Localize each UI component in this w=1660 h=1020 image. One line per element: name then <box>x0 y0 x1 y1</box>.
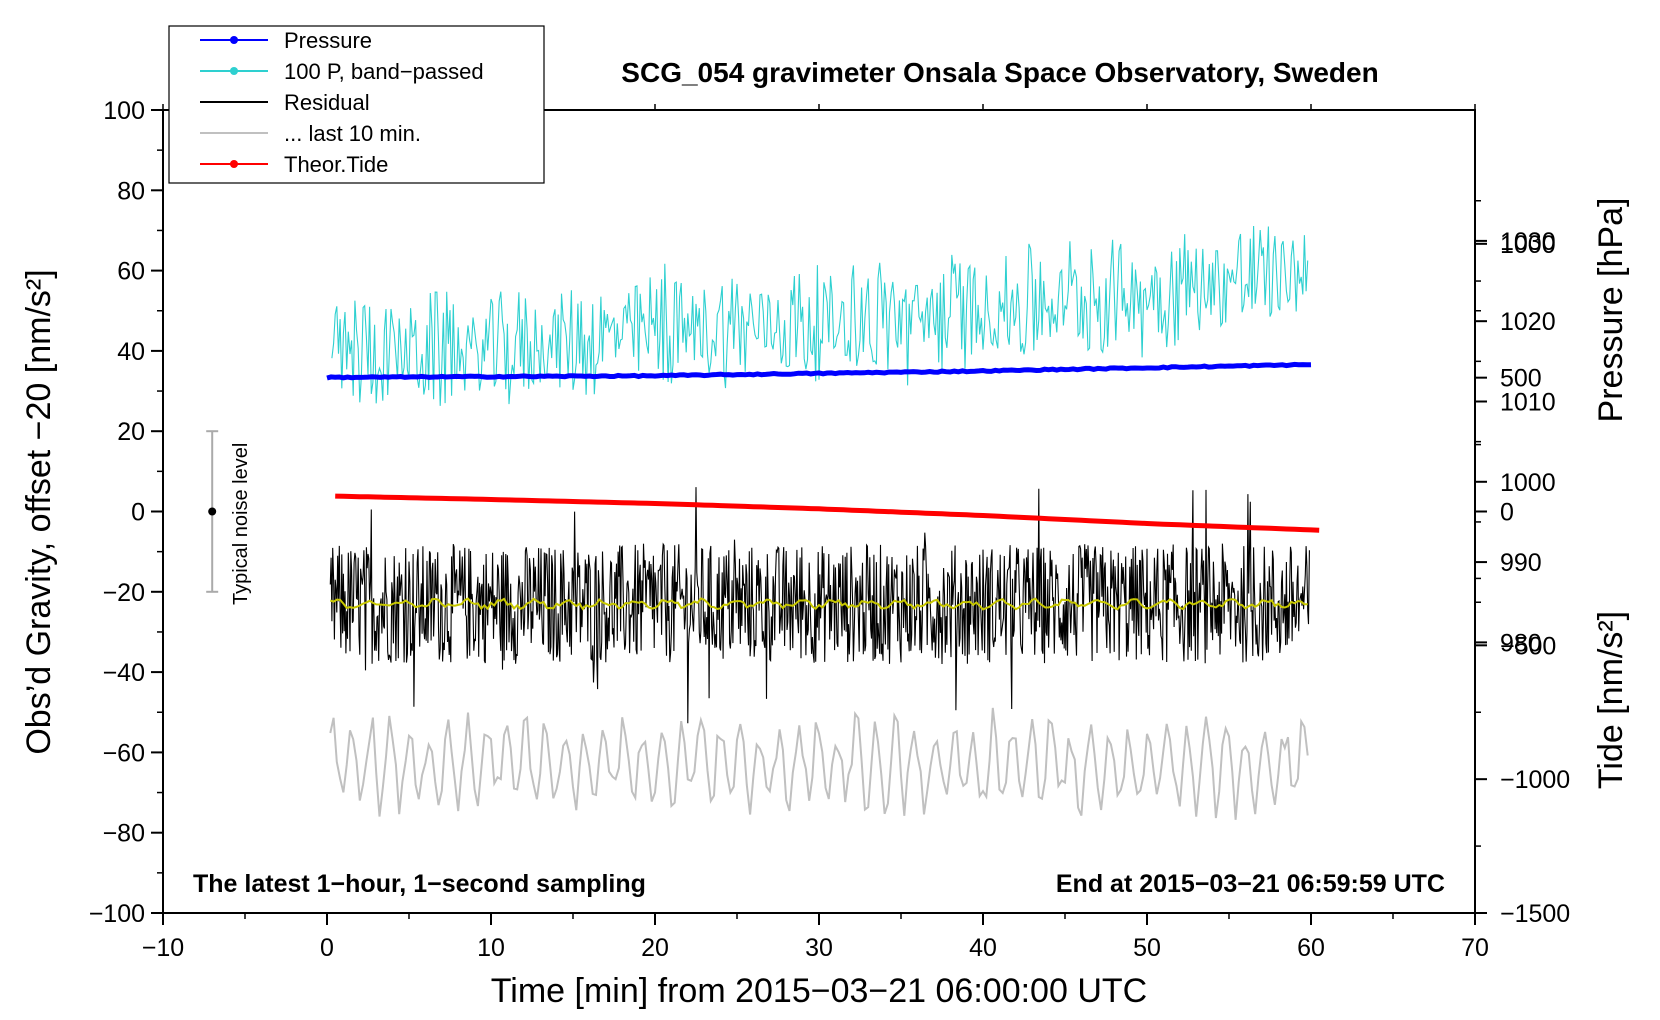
pressure-tick-label: 1030 <box>1500 228 1556 256</box>
x-tick-label: 40 <box>969 934 997 962</box>
tide-tick-label: 0 <box>1500 499 1514 527</box>
series-residual-line <box>329 487 1310 724</box>
noise-bar-center-dot <box>208 507 217 516</box>
x-tick-label: 0 <box>320 934 334 962</box>
legend-box <box>168 25 545 184</box>
annotation-sampling: The latest 1−hour, 1−second sampling <box>193 870 646 898</box>
pressure-tick-label: 1020 <box>1500 308 1556 336</box>
x-tick-label: 10 <box>477 934 505 962</box>
x-tick-label: 30 <box>805 934 833 962</box>
legend: Pressure 100 P, band−passed Residual ... la… <box>168 25 545 184</box>
pressure-tick-label: 1000 <box>1500 469 1556 497</box>
y-left-tick-label: −80 <box>103 820 145 848</box>
noise-indicator <box>206 430 219 593</box>
legend-label-3: ... last 10 min. <box>284 121 421 146</box>
y-left-tick-label: 0 <box>131 499 145 527</box>
pressure-tick-label: 990 <box>1500 549 1542 577</box>
legend-marker-4 <box>230 160 238 168</box>
pressure-tick-label: 980 <box>1500 629 1542 657</box>
legend-marker-1 <box>230 67 238 75</box>
x-tick-label: −10 <box>142 934 184 962</box>
y-left-tick-label: 60 <box>117 258 145 286</box>
y-axis-tide-label: Tide [nm/s²] <box>1592 611 1630 789</box>
y-left-tick-label: 40 <box>117 338 145 366</box>
x-tick-label: 20 <box>641 934 669 962</box>
series-last-10-min-line <box>329 707 1309 820</box>
legend-label-1: 100 P, band−passed <box>284 59 484 84</box>
y-left-tick-label: −40 <box>103 659 145 687</box>
pressure-tick-label: 1010 <box>1500 388 1556 416</box>
series-pressure-line <box>326 361 1312 381</box>
x-axis-label: Time [min] from 2015−03−21 06:00:00 UTC <box>491 972 1147 1010</box>
x-tick-label: 60 <box>1297 934 1325 962</box>
y-axis-left-label: Obs’d Gravity, offset −20 [nm/s²] <box>20 269 58 754</box>
series-residual-smoothed-line <box>329 597 1308 611</box>
tide-tick-label: −1000 <box>1500 766 1570 794</box>
series-layer <box>326 225 1320 820</box>
y-left-tick-label: −20 <box>103 579 145 607</box>
series-band-passed-pressure-line <box>331 225 1309 406</box>
y-axis-pressure-label: Pressure [hPa] <box>1592 198 1630 423</box>
y-left-tick-label: 100 <box>103 97 145 125</box>
tide-tick-label: 500 <box>1500 365 1542 393</box>
legend-marker-0 <box>230 36 238 44</box>
legend-label-2: Residual <box>284 90 370 115</box>
y-left-tick-label: −100 <box>89 900 145 928</box>
tide-tick-label: −500 <box>1500 632 1556 660</box>
legend-label-0: Pressure <box>284 28 372 53</box>
y-left-tick-label: −60 <box>103 739 145 767</box>
tide-tick-label: −1500 <box>1500 900 1570 928</box>
legend-label-4: Theor.Tide <box>284 152 388 177</box>
annotation-end-time: End at 2015−03−21 06:59:59 UTC <box>1056 870 1445 898</box>
y-left-tick-label: 20 <box>117 418 145 446</box>
x-tick-label: 70 <box>1461 934 1489 962</box>
series-theor-tide-line <box>335 493 1320 533</box>
chart-title: SCG_054 gravimeter Onsala Space Observat… <box>621 57 1378 88</box>
noise-label: Typical noise level <box>230 443 252 605</box>
y-left-tick-label: 80 <box>117 177 145 205</box>
x-tick-label: 50 <box>1133 934 1161 962</box>
tide-tick-label: 1000 <box>1500 231 1556 259</box>
axes-layer: −10 0 10 20 30 40 50 60 70100806040200−20−40−60−… <box>89 97 1571 962</box>
